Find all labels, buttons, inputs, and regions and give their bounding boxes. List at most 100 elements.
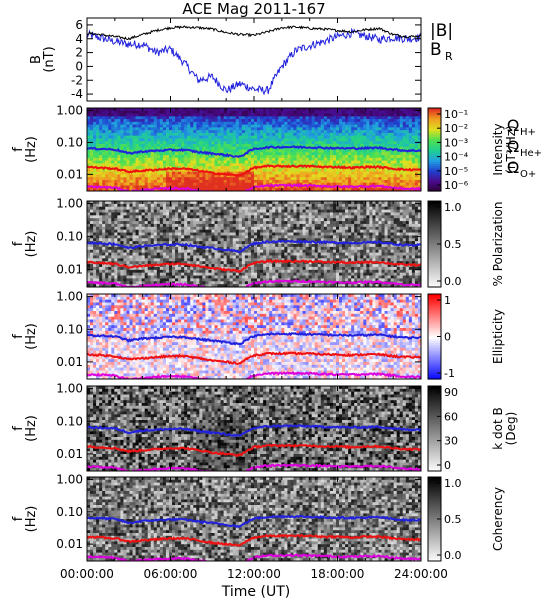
spectrogram-texture bbox=[87, 108, 421, 191]
spectrogram-cell bbox=[141, 141, 146, 145]
spectrogram-cell bbox=[129, 157, 134, 162]
spectrogram-cell bbox=[150, 229, 155, 234]
spectrogram-cell bbox=[275, 124, 279, 128]
spectrogram-cell bbox=[296, 168, 301, 173]
spectrogram-cell bbox=[235, 203, 240, 208]
spectrogram-cell bbox=[208, 132, 213, 137]
spectrogram-cell bbox=[193, 119, 197, 123]
spectrogram-cell bbox=[138, 127, 143, 131]
spectrogram-cell bbox=[378, 130, 383, 134]
spectrogram-cell bbox=[178, 249, 182, 254]
spectrogram-cell bbox=[147, 206, 152, 211]
spectrogram-cell bbox=[178, 223, 182, 228]
spectrogram-cell bbox=[172, 209, 176, 214]
spectrogram-cell bbox=[211, 278, 216, 282]
spectrogram-cell bbox=[184, 177, 188, 181]
spectrogram-cell bbox=[214, 241, 219, 245]
spectrogram-cell bbox=[147, 155, 152, 159]
spectrogram-cell bbox=[284, 174, 288, 178]
spectrogram-cell bbox=[311, 171, 316, 175]
spectrogram-cell bbox=[175, 174, 179, 178]
spectrogram-cell bbox=[175, 163, 179, 167]
spectrogram-cell bbox=[408, 174, 413, 178]
spectrogram-cell bbox=[117, 221, 121, 225]
y-tick-label: 4 bbox=[75, 32, 83, 46]
spectrogram-cell bbox=[199, 127, 203, 131]
spectrogram-cell bbox=[175, 203, 179, 208]
spectrogram-cell bbox=[129, 182, 134, 187]
spectrogram-cell bbox=[211, 201, 216, 205]
spectrogram-cell bbox=[181, 127, 185, 131]
spectrogram-cell bbox=[196, 275, 200, 279]
spectrogram-cell bbox=[123, 160, 128, 164]
spectrogram-cell bbox=[241, 132, 246, 137]
spectrogram-cell bbox=[129, 241, 134, 245]
spectrogram-cell bbox=[181, 223, 185, 228]
spectrogram-cell bbox=[217, 182, 222, 187]
spectrogram-cell bbox=[150, 269, 155, 274]
spectrogram-cell bbox=[193, 223, 197, 228]
spectrogram-cell bbox=[220, 177, 225, 181]
spectrogram-cell bbox=[202, 269, 207, 274]
spectrogram-cell bbox=[405, 108, 410, 112]
spectrogram-cell bbox=[217, 168, 222, 173]
spectrogram-cell bbox=[175, 264, 179, 268]
spectrogram-cell bbox=[417, 179, 421, 184]
spectrogram-cell bbox=[162, 157, 167, 162]
spectrogram-cell bbox=[150, 258, 155, 262]
spectrogram-cell bbox=[232, 163, 237, 167]
spectrogram-cell bbox=[260, 113, 264, 117]
spectrogram-cell bbox=[159, 174, 164, 178]
spectrogram-cell bbox=[323, 174, 328, 178]
spectrogram-cell bbox=[226, 238, 231, 242]
spectrogram-cell bbox=[114, 119, 118, 123]
spectrogram-cell bbox=[126, 284, 131, 287]
spectrogram-cell bbox=[141, 130, 146, 134]
spectrogram-cell bbox=[387, 113, 392, 117]
spectrogram-cell bbox=[196, 110, 200, 115]
spectrogram-cell bbox=[135, 130, 140, 134]
spectrogram-cell bbox=[202, 119, 207, 123]
spectrogram-cell bbox=[411, 108, 416, 112]
spectrogram-cell bbox=[214, 235, 219, 239]
spectrogram-cell bbox=[190, 155, 194, 159]
spectrogram-cell bbox=[181, 168, 185, 173]
spectrogram-cell bbox=[205, 203, 210, 208]
spectrogram-cell bbox=[247, 166, 252, 170]
spectrogram-cell bbox=[317, 171, 322, 175]
spectrogram-cell bbox=[287, 108, 292, 112]
spectrogram-cell bbox=[93, 266, 97, 271]
colorbar-step bbox=[428, 166, 441, 169]
spectrogram-cell bbox=[250, 113, 255, 117]
spectrogram-cell bbox=[396, 143, 401, 148]
spectrogram-cell bbox=[381, 168, 386, 173]
spectrogram-cell bbox=[311, 135, 316, 140]
spectrogram-cell bbox=[138, 119, 143, 123]
spectrogram-cell bbox=[417, 121, 421, 126]
spectrogram-cell bbox=[229, 143, 234, 148]
spectrogram-cell bbox=[411, 138, 416, 142]
spectrogram-cell bbox=[339, 188, 343, 191]
spectrogram-cell bbox=[220, 121, 225, 126]
spectrogram-cell bbox=[132, 182, 137, 187]
spectrogram-cell bbox=[156, 252, 161, 257]
spectrogram-cell bbox=[181, 258, 185, 262]
spectrogram-cell bbox=[363, 138, 367, 142]
spectrogram-cell bbox=[217, 121, 222, 126]
spectrogram-cell bbox=[205, 218, 210, 222]
spectrogram-cell bbox=[205, 174, 210, 178]
spectrogram-cell bbox=[335, 152, 340, 156]
spectrogram-cell bbox=[378, 179, 383, 184]
spectrogram-cell bbox=[126, 281, 131, 285]
spectrogram-cell bbox=[308, 160, 313, 164]
spectrogram-cell bbox=[108, 278, 112, 282]
spectrogram-cell bbox=[126, 146, 131, 151]
spectrogram-cell bbox=[405, 141, 410, 145]
spectrogram-cell bbox=[120, 166, 125, 170]
spectrogram-cell bbox=[168, 177, 173, 181]
spectrogram-cell bbox=[147, 166, 152, 170]
spectrogram-cell bbox=[278, 119, 282, 123]
spectrogram-cell bbox=[351, 155, 355, 159]
spectrogram-cell bbox=[290, 143, 295, 148]
spectrogram-cell bbox=[190, 146, 194, 151]
